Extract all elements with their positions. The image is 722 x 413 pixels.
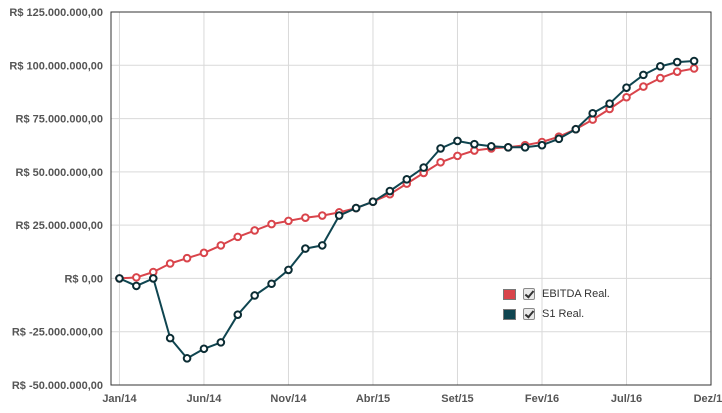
x-tick-label: Abr/15 bbox=[356, 393, 390, 405]
data-point[interactable] bbox=[639, 70, 648, 80]
checkbox-checked-icon[interactable] bbox=[523, 288, 535, 300]
data-point[interactable] bbox=[622, 92, 631, 102]
data-point[interactable] bbox=[334, 211, 344, 220]
x-axis-tick-labels: Jan/14 Jun/14 Nov/14 Abr/15 Set/15 Fev/16 Jul/… bbox=[102, 393, 722, 405]
legend-item-s1[interactable]: S1 Real. bbox=[503, 307, 653, 321]
data-point[interactable] bbox=[132, 273, 141, 282]
x-tick-label: Fev/16 bbox=[525, 393, 559, 405]
data-point[interactable] bbox=[216, 241, 226, 250]
data-point[interactable] bbox=[436, 157, 445, 167]
legend-label-s1: S1 Real. bbox=[542, 308, 585, 320]
y-tick-label: R$ 125.000.000,00 bbox=[9, 7, 103, 19]
x-tick-label: Jan/14 bbox=[102, 393, 137, 405]
y-tick-label: R$ 75.000.000,00 bbox=[16, 114, 103, 126]
x-tick-label: Set/15 bbox=[441, 393, 473, 405]
data-point[interactable] bbox=[351, 203, 361, 213]
gridlines bbox=[111, 11, 712, 386]
data-point[interactable] bbox=[199, 344, 209, 354]
data-point[interactable] bbox=[233, 310, 243, 319]
data-point[interactable] bbox=[672, 67, 682, 76]
data-point[interactable] bbox=[689, 56, 699, 66]
x-tick-label: Nov/14 bbox=[270, 393, 307, 405]
data-point[interactable] bbox=[453, 151, 462, 161]
y-tick-label: R$ 0,00 bbox=[64, 273, 103, 285]
data-point[interactable] bbox=[588, 108, 597, 118]
data-point[interactable] bbox=[689, 64, 699, 73]
x-tick-label: Dez/16 bbox=[694, 393, 722, 405]
legend-label-ebitda: EBITDA Real. bbox=[542, 288, 610, 300]
data-point[interactable] bbox=[216, 338, 226, 347]
data-point[interactable] bbox=[655, 62, 665, 71]
data-point[interactable] bbox=[419, 163, 428, 172]
data-point[interactable] bbox=[267, 219, 276, 229]
data-point[interactable] bbox=[182, 253, 192, 263]
data-point[interactable] bbox=[317, 241, 327, 250]
series-ebitda bbox=[115, 64, 699, 283]
y-tick-label: R$ 50.000.000,00 bbox=[16, 167, 103, 179]
data-point[interactable] bbox=[165, 333, 175, 343]
y-tick-label: R$ -25.000.000,00 bbox=[12, 327, 103, 339]
data-point[interactable] bbox=[115, 274, 124, 283]
y-tick-label: R$ 25.000.000,00 bbox=[16, 220, 103, 232]
y-tick-label: R$ 100.000.000,00 bbox=[9, 60, 103, 72]
data-point[interactable] bbox=[486, 141, 496, 151]
series-layer bbox=[115, 56, 699, 363]
data-point[interactable] bbox=[470, 139, 479, 149]
data-point[interactable] bbox=[199, 248, 209, 258]
data-point[interactable] bbox=[182, 354, 192, 363]
data-point[interactable] bbox=[301, 213, 310, 222]
data-point[interactable] bbox=[605, 99, 614, 108]
data-point[interactable] bbox=[250, 226, 259, 235]
data-point[interactable] bbox=[554, 134, 564, 144]
x-tick-label: Jun/14 bbox=[187, 393, 223, 405]
data-point[interactable] bbox=[537, 140, 547, 150]
data-point[interactable] bbox=[284, 265, 293, 275]
data-point[interactable] bbox=[233, 232, 243, 242]
plot-frame bbox=[110, 11, 712, 386]
data-point[interactable] bbox=[250, 291, 259, 300]
data-point[interactable] bbox=[503, 143, 513, 152]
data-point[interactable] bbox=[165, 259, 175, 268]
data-point[interactable] bbox=[639, 82, 648, 91]
data-point[interactable] bbox=[132, 281, 141, 291]
data-point[interactable] bbox=[453, 136, 462, 146]
y-axis-tick-labels: R$ 125.000.000,00 R$ 100.000.000,00 R$ 75.… bbox=[9, 7, 103, 392]
y-tick-label: R$ -50.000.000,00 bbox=[12, 380, 103, 392]
data-point[interactable] bbox=[622, 83, 631, 92]
data-point[interactable] bbox=[301, 244, 310, 253]
x-tick-label: Jul/16 bbox=[611, 393, 642, 405]
data-point[interactable] bbox=[655, 73, 665, 83]
legend-swatch-s1 bbox=[503, 308, 516, 320]
data-point[interactable] bbox=[571, 124, 581, 134]
data-point[interactable] bbox=[368, 197, 378, 206]
data-point[interactable] bbox=[284, 216, 293, 226]
legend-swatch-ebitda bbox=[503, 288, 516, 300]
data-point[interactable] bbox=[520, 143, 530, 152]
data-point[interactable] bbox=[672, 57, 682, 67]
legend: EBITDA Real. S1 Real. bbox=[503, 287, 653, 327]
data-point[interactable] bbox=[317, 211, 327, 220]
legend-item-ebitda[interactable]: EBITDA Real. bbox=[503, 287, 653, 301]
data-point[interactable] bbox=[385, 186, 395, 196]
data-point[interactable] bbox=[402, 175, 412, 184]
series-s1 bbox=[115, 56, 699, 363]
checkbox-checked-icon[interactable] bbox=[523, 308, 535, 320]
data-point[interactable] bbox=[148, 274, 158, 283]
data-point[interactable] bbox=[436, 144, 445, 153]
data-point[interactable] bbox=[267, 279, 276, 289]
